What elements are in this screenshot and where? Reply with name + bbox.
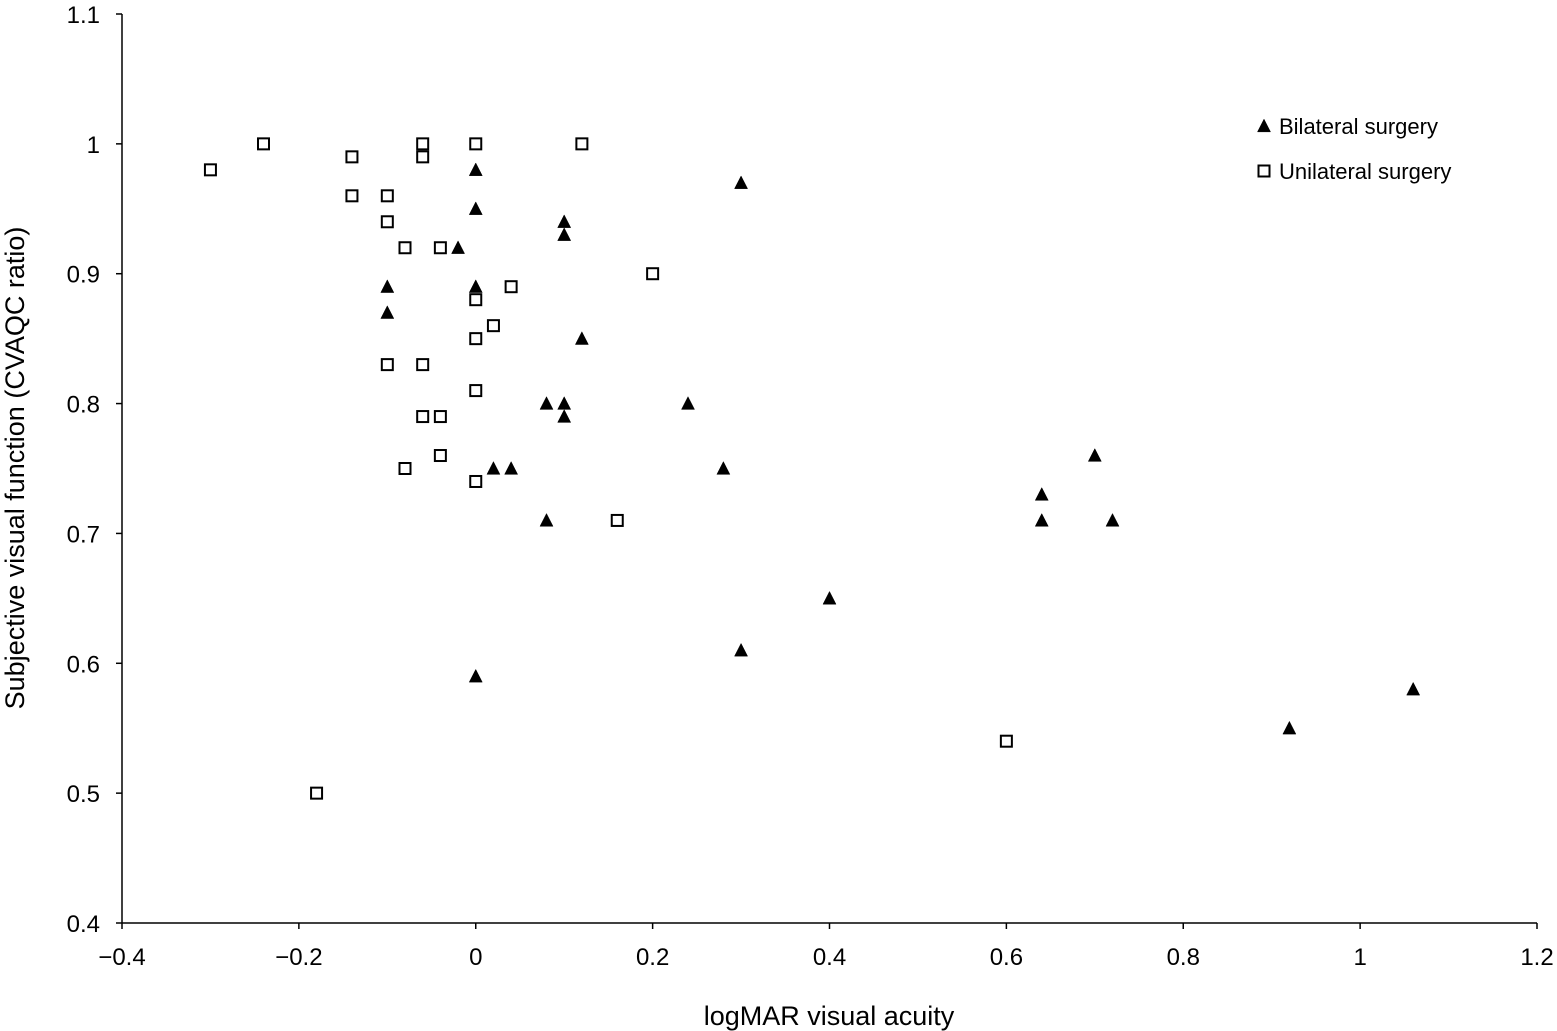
data-point-unilateral	[398, 241, 412, 255]
data-point-unilateral	[469, 293, 483, 307]
data-point-bilateral	[1034, 513, 1049, 527]
x-tick-label: 0.2	[636, 944, 669, 971]
data-point-unilateral	[610, 513, 624, 527]
data-point-unilateral	[469, 137, 483, 151]
data-point-unilateral	[504, 280, 518, 294]
legend-label-bilateral: Bilateral surgery	[1279, 114, 1438, 139]
data-point-bilateral	[1087, 448, 1102, 462]
data-point-bilateral	[451, 240, 465, 254]
data-point-unilateral	[345, 189, 359, 203]
y-tick-label: 1	[87, 132, 100, 159]
axes: −0.4 −0.2 0 0.2 0.4 0.6 0.8 1 1.2 0.4 0.5 0.6 0.7 0.8…	[67, 2, 1554, 971]
data-point-unilateral	[416, 410, 430, 424]
data-point-bilateral	[734, 642, 748, 657]
series-layer	[203, 137, 1421, 800]
y-tick-label: 0.4	[67, 911, 100, 938]
data-point-bilateral	[380, 279, 395, 293]
x-tick-label: 0.4	[813, 944, 846, 971]
x-tick-label: −0.2	[275, 944, 322, 971]
data-point-unilateral	[416, 137, 430, 151]
y-tick-label: 0.9	[67, 262, 100, 289]
data-point-bilateral	[1034, 487, 1049, 501]
data-point-bilateral	[557, 214, 572, 228]
x-tick-label: −0.4	[98, 944, 145, 971]
data-point-unilateral	[345, 150, 359, 164]
x-axis-title: logMAR visual acuity	[704, 1001, 955, 1031]
data-point-bilateral	[486, 461, 501, 475]
y-tick-label: 0.7	[67, 521, 100, 548]
data-point-unilateral	[416, 358, 430, 372]
data-point-unilateral	[469, 384, 483, 398]
data-point-unilateral	[380, 358, 394, 372]
data-point-unilateral	[999, 734, 1013, 748]
data-point-unilateral	[433, 410, 447, 424]
data-point-bilateral	[380, 305, 395, 319]
data-point-bilateral	[539, 513, 554, 527]
data-point-bilateral	[1105, 513, 1120, 527]
data-point-unilateral	[310, 786, 324, 800]
data-point-unilateral	[398, 462, 412, 475]
x-tick-label: 0.6	[990, 944, 1023, 971]
data-point-unilateral	[486, 319, 500, 333]
data-point-unilateral	[380, 189, 394, 203]
legend: Bilateral surgery Unilateral surgery	[1257, 114, 1451, 184]
y-tick-label: 1.1	[67, 2, 100, 29]
data-point-bilateral	[681, 396, 695, 410]
x-tick-label: 1	[1353, 944, 1366, 971]
data-point-bilateral	[557, 396, 572, 410]
y-tick-label: 0.5	[67, 781, 100, 808]
data-point-bilateral	[557, 227, 572, 241]
data-point-bilateral	[1406, 681, 1421, 696]
data-point-unilateral	[416, 150, 430, 164]
y-tick-label: 0.6	[67, 651, 100, 678]
data-point-unilateral	[433, 449, 447, 463]
series-bilateral	[380, 162, 1421, 735]
legend-label-unilateral: Unilateral surgery	[1279, 159, 1451, 184]
data-point-bilateral	[504, 461, 519, 475]
data-point-unilateral	[575, 137, 589, 151]
data-point-bilateral	[468, 201, 483, 215]
data-point-bilateral	[557, 409, 572, 423]
legend-marker-bilateral	[1257, 118, 1271, 133]
data-point-bilateral	[822, 590, 837, 605]
data-point-unilateral	[203, 163, 217, 177]
data-point-bilateral	[716, 461, 731, 475]
data-point-unilateral	[646, 267, 660, 281]
x-tick-label: 0	[469, 944, 482, 971]
data-point-unilateral	[469, 332, 483, 346]
data-point-bilateral	[1282, 720, 1297, 735]
data-point-unilateral	[257, 137, 270, 151]
data-point-bilateral	[734, 175, 748, 189]
data-point-bilateral	[468, 668, 483, 683]
legend-marker-unilateral	[1257, 164, 1271, 178]
data-point-unilateral	[433, 241, 447, 255]
data-point-bilateral	[574, 331, 589, 345]
data-point-bilateral	[539, 396, 554, 410]
y-axis-title: Subjective visual function (CVAQC ratio)	[0, 227, 30, 710]
data-point-unilateral	[380, 215, 394, 229]
series-unilateral	[203, 137, 1013, 800]
data-point-bilateral	[468, 279, 483, 293]
y-tick-label: 0.8	[67, 392, 100, 419]
data-point-unilateral	[469, 474, 483, 488]
data-point-bilateral	[468, 162, 483, 176]
x-tick-label: 0.8	[1167, 944, 1200, 971]
x-tick-label: 1.2	[1520, 944, 1553, 971]
